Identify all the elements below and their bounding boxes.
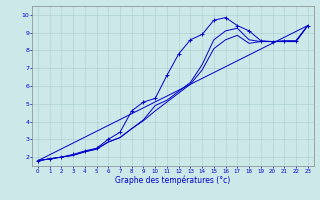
X-axis label: Graphe des températures (°c): Graphe des températures (°c) [115,176,230,185]
